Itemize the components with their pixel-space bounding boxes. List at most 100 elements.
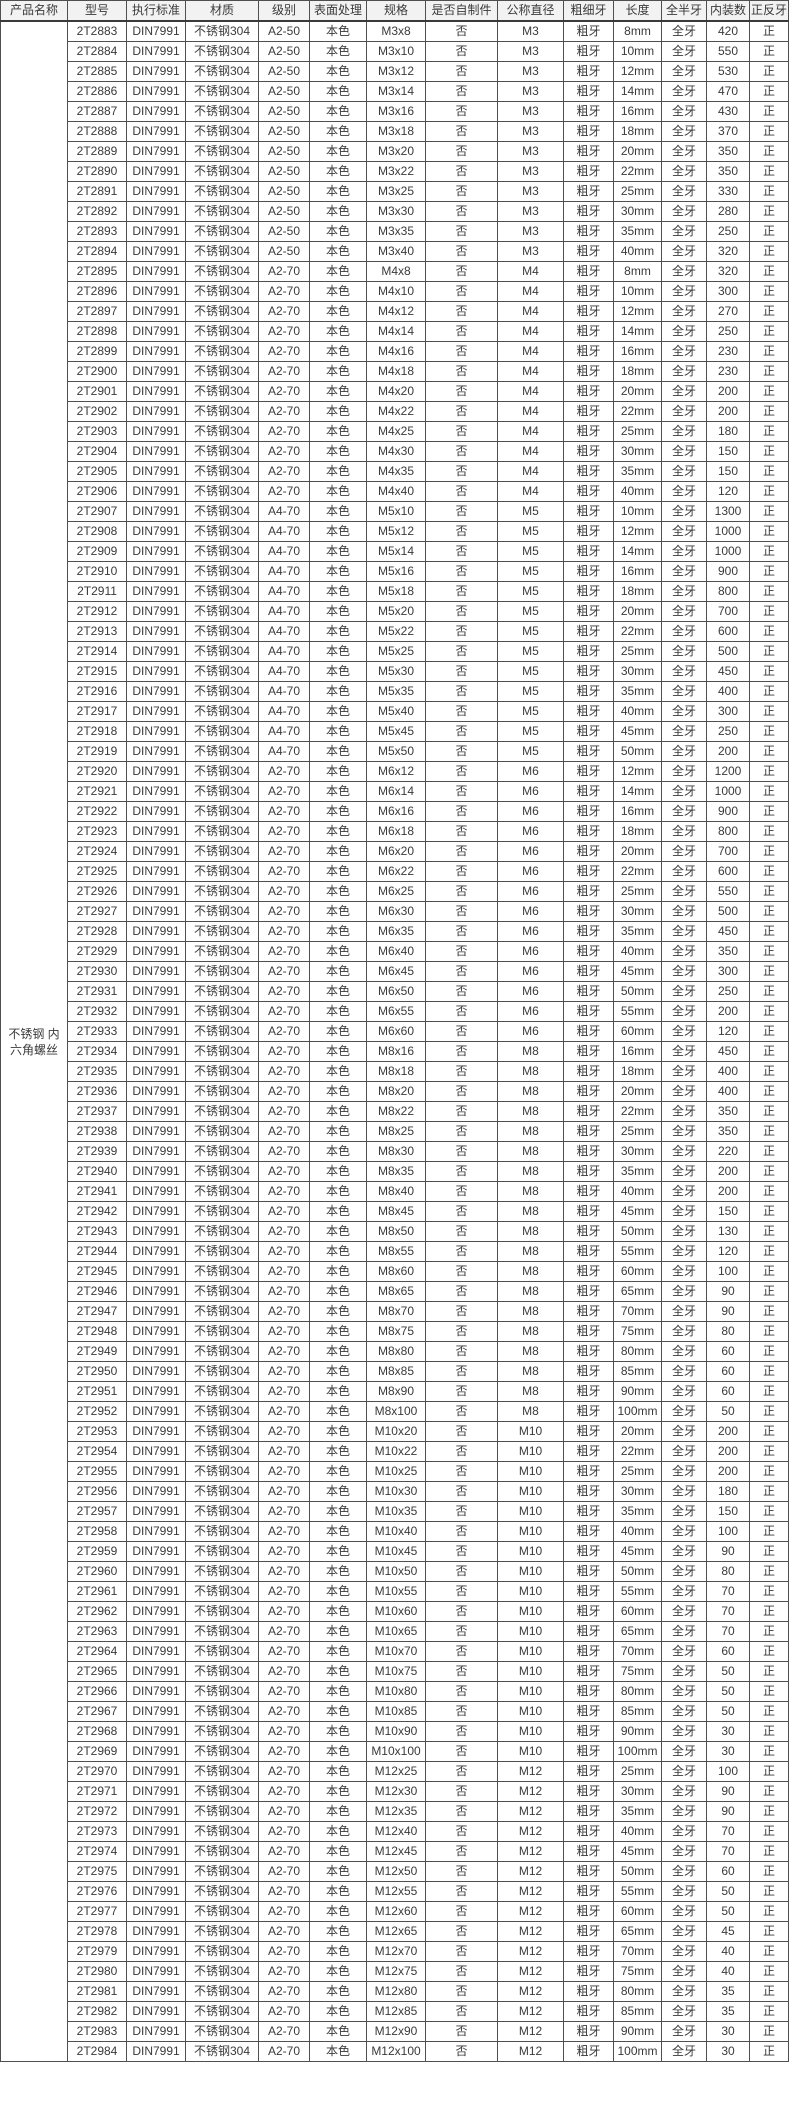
cell-thread-type: 粗牙 [563,1741,614,1762]
cell-diameter: M3 [497,221,564,242]
table-row: 2T2984 DIN7991 不锈钢304 A2-70 本色 M12x100 否 M12 粗牙 1… [1,2041,789,2062]
cell-length: 90mm [613,1721,662,1742]
cell-thread-direction: 正 [749,1281,789,1302]
cell-material: 不锈钢304 [185,2041,259,2062]
cell-length: 80mm [613,1981,662,2002]
cell-pack-qty: 320 [706,261,750,282]
cell-pack-qty: 90 [706,1281,750,1302]
table-row: 2T2926 DIN7991 不锈钢304 A2-70 本色 M6x25 否 M6 粗牙 25mm… [1,881,789,902]
cell-grade: A2-70 [258,1461,310,1482]
cell-model: 2T2914 [67,641,127,662]
cell-thread-type: 粗牙 [563,1141,614,1162]
cell-thread-direction: 正 [749,421,789,442]
cell-spec: M5x12 [366,521,426,542]
cell-thread-direction: 正 [749,1301,789,1322]
table-row: 2T2983 DIN7991 不锈钢304 A2-70 本色 M12x90 否 M12 粗牙 90… [1,2021,789,2042]
cell-thread-coverage: 全牙 [661,241,707,262]
cell-standard: DIN7991 [126,1961,186,1982]
cell-grade: A2-70 [258,1341,310,1362]
cell-thread-type: 粗牙 [563,621,614,642]
cell-diameter: M6 [497,901,564,922]
column-header-standard: 执行标准 [126,0,186,22]
cell-pack-qty: 150 [706,461,750,482]
cell-surface: 本色 [309,321,367,342]
cell-model: 2T2904 [67,441,127,462]
cell-length: 20mm [613,841,662,862]
cell-grade: A4-70 [258,741,310,762]
table-row: 2T2976 DIN7991 不锈钢304 A2-70 本色 M12x55 否 M12 粗牙 55… [1,1881,789,1902]
cell-thread-type: 粗牙 [563,321,614,342]
cell-surface: 本色 [309,401,367,422]
cell-surface: 本色 [309,1201,367,1222]
cell-pack-qty: 150 [706,1501,750,1522]
cell-surface: 本色 [309,1941,367,1962]
cell-length: 85mm [613,1361,662,1382]
cell-thread-coverage: 全牙 [661,1381,707,1402]
cell-diameter: M3 [497,20,564,42]
cell-spec: M12x85 [366,2001,426,2022]
cell-thread-coverage: 全牙 [661,221,707,242]
cell-material: 不锈钢304 [185,1321,259,1342]
cell-pack-qty: 50 [706,1681,750,1702]
cell-material: 不锈钢304 [185,161,259,182]
cell-pack-qty: 70 [706,1581,750,1602]
cell-thread-coverage: 全牙 [661,1641,707,1662]
cell-spec: M4x12 [366,301,426,322]
cell-model: 2T2926 [67,881,127,902]
cell-thread-type: 粗牙 [563,741,614,762]
table-row: 2T2937 DIN7991 不锈钢304 A2-70 本色 M8x22 否 M8 粗牙 22mm… [1,1101,789,1122]
cell-spec: M4x10 [366,281,426,302]
cell-self-made: 否 [425,281,498,302]
table-row: 2T2963 DIN7991 不锈钢304 A2-70 本色 M10x65 否 M10 粗牙 65… [1,1621,789,1642]
cell-material: 不锈钢304 [185,1141,259,1162]
cell-model: 2T2967 [67,1701,127,1722]
cell-thread-direction: 正 [749,901,789,922]
cell-thread-type: 粗牙 [563,1001,614,1022]
cell-grade: A4-70 [258,681,310,702]
cell-thread-coverage: 全牙 [661,1201,707,1222]
table-row: 2T2979 DIN7991 不锈钢304 A2-70 本色 M12x70 否 M12 粗牙 70… [1,1941,789,1962]
cell-model: 2T2896 [67,281,127,302]
cell-surface: 本色 [309,1221,367,1242]
cell-surface: 本色 [309,641,367,662]
cell-self-made: 否 [425,81,498,102]
cell-material: 不锈钢304 [185,581,259,602]
cell-standard: DIN7991 [126,1401,186,1422]
cell-pack-qty: 35 [706,2001,750,2022]
cell-diameter: M5 [497,621,564,642]
cell-diameter: M6 [497,761,564,782]
cell-diameter: M3 [497,81,564,102]
cell-spec: M8x20 [366,1081,426,1102]
cell-surface: 本色 [309,1701,367,1722]
cell-self-made: 否 [425,1021,498,1042]
cell-self-made: 否 [425,1481,498,1502]
cell-surface: 本色 [309,541,367,562]
cell-standard: DIN7991 [126,1241,186,1262]
table-row: 2T2948 DIN7991 不锈钢304 A2-70 本色 M8x75 否 M8 粗牙 75mm… [1,1321,789,1342]
cell-model: 2T2944 [67,1241,127,1262]
cell-self-made: 否 [425,1581,498,1602]
cell-thread-coverage: 全牙 [661,2001,707,2022]
cell-surface: 本色 [309,421,367,442]
cell-thread-direction: 正 [749,601,789,622]
cell-pack-qty: 70 [706,1821,750,1842]
cell-self-made: 否 [425,1601,498,1622]
cell-thread-coverage: 全牙 [661,661,707,682]
cell-self-made: 否 [425,1341,498,1362]
cell-grade: A2-70 [258,2001,310,2022]
cell-thread-type: 粗牙 [563,1121,614,1142]
cell-grade: A2-70 [258,1441,310,1462]
table-row: 2T2890 DIN7991 不锈钢304 A2-50 本色 M3x22 否 M3 粗牙 22mm… [1,161,789,182]
cell-thread-type: 粗牙 [563,1961,614,1982]
cell-self-made: 否 [425,1761,498,1782]
cell-thread-direction: 正 [749,1901,789,1922]
cell-spec: M12x30 [366,1781,426,1802]
cell-thread-direction: 正 [749,621,789,642]
cell-model: 2T2934 [67,1041,127,1062]
cell-surface: 本色 [309,1261,367,1282]
cell-thread-type: 粗牙 [563,1761,614,1782]
cell-thread-type: 粗牙 [563,521,614,542]
cell-spec: M3x12 [366,61,426,82]
cell-thread-type: 粗牙 [563,581,614,602]
cell-length: 22mm [613,401,662,422]
